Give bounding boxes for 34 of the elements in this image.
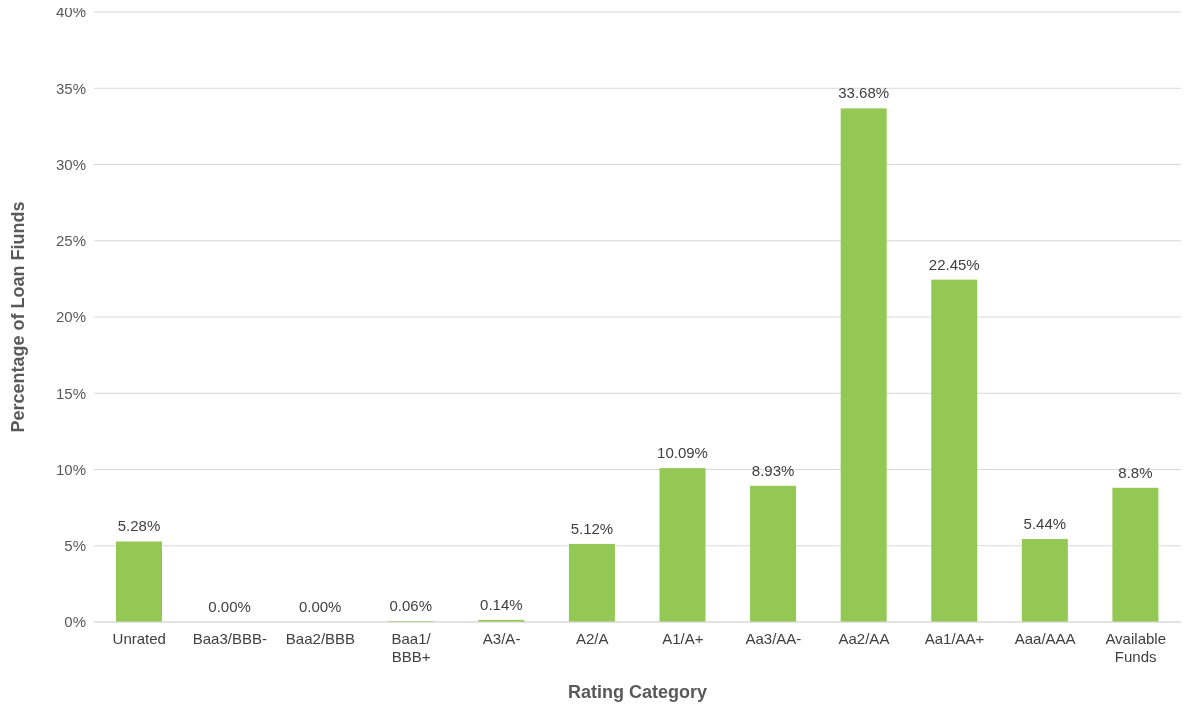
data-label: 33.68% — [838, 84, 890, 102]
y-tick-label: 0% — [64, 613, 86, 631]
data-label: 22.45% — [928, 255, 980, 273]
x-tick-label: Aa2/AA — [838, 630, 890, 647]
data-label: 0.00% — [208, 598, 251, 615]
y-tick-label: 20% — [55, 308, 86, 326]
y-tick-label: 30% — [55, 155, 86, 173]
x-tick-label: Baa1/ BBB+ — [391, 630, 432, 665]
data-label: 10.09% — [657, 444, 708, 462]
y-tick-label: 15% — [55, 384, 86, 402]
x-tick-label: A3/A- — [482, 630, 521, 647]
x-tick-label: Aa3/AA- — [745, 630, 802, 647]
data-label: 8.8% — [1118, 463, 1153, 481]
x-tick-label: Aaa/AAA — [1014, 630, 1076, 647]
x-tick-label: A1/A+ — [662, 630, 704, 647]
x-tick-label: Unrated — [112, 630, 166, 647]
x-axis-title: Rating Category — [567, 682, 708, 702]
data-label: 8.93% — [751, 461, 795, 479]
data-label: 0.00% — [298, 598, 342, 615]
data-label: 5.44% — [1023, 515, 1067, 533]
x-tick-label: Baa2/BBB — [285, 630, 356, 647]
x-tick-label: Aa1/AA+ — [924, 630, 985, 647]
data-label: 0.06% — [389, 597, 433, 615]
y-tick-label: 10% — [55, 460, 86, 478]
y-axis-title: Percentage of Loan Fiunds — [8, 201, 29, 433]
y-tick-label: 5% — [64, 537, 86, 555]
x-tick-label: Available Funds — [1105, 630, 1167, 665]
x-tick-label: A2/A — [575, 630, 609, 647]
data-label: 5.12% — [570, 519, 614, 537]
y-tick-label: 25% — [55, 232, 86, 250]
data-label: 5.28% — [117, 517, 161, 535]
x-tick-label: Baa3/BBB- — [192, 630, 267, 647]
data-label: 0.14% — [480, 595, 523, 613]
y-tick-label: 35% — [55, 79, 86, 97]
